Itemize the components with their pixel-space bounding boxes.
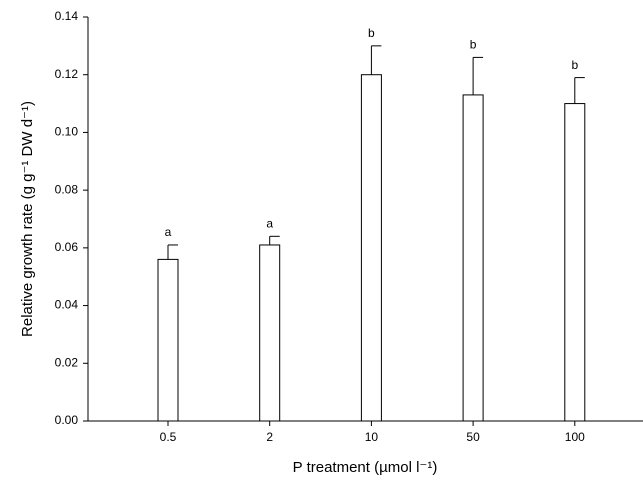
y-tick-label: 0.08 bbox=[55, 182, 79, 196]
annotation: b bbox=[571, 58, 578, 72]
y-axis-title: Relative growth rate (g g⁻¹ DW d⁻¹) bbox=[19, 101, 36, 337]
annotation: a bbox=[165, 225, 172, 239]
annotation: a bbox=[266, 216, 273, 230]
y-tick-label: 0.10 bbox=[55, 125, 79, 139]
x-tick-label: 0.5 bbox=[160, 430, 177, 444]
bar bbox=[564, 103, 586, 422]
y-tick-label: 0.02 bbox=[55, 355, 79, 369]
x-tick-label: 2 bbox=[266, 430, 273, 444]
x-axis-title: P treatment (µmol l⁻¹) bbox=[293, 459, 438, 476]
x-tick-label: 10 bbox=[365, 430, 379, 444]
x-tick-label: 50 bbox=[466, 430, 480, 444]
y-tick-label: 0.04 bbox=[55, 298, 79, 312]
y-tick-label: 0.06 bbox=[55, 240, 79, 254]
y-tick-label: 0.14 bbox=[55, 9, 79, 23]
y-tick-label: 0.00 bbox=[55, 413, 79, 427]
bar bbox=[259, 244, 281, 422]
x-tick-label: 100 bbox=[565, 430, 585, 444]
y-tick-label: 0.12 bbox=[55, 67, 79, 81]
bar bbox=[157, 258, 179, 422]
bar bbox=[462, 94, 484, 422]
bar bbox=[360, 74, 382, 422]
annotation: b bbox=[470, 38, 477, 52]
annotation: b bbox=[368, 26, 375, 40]
